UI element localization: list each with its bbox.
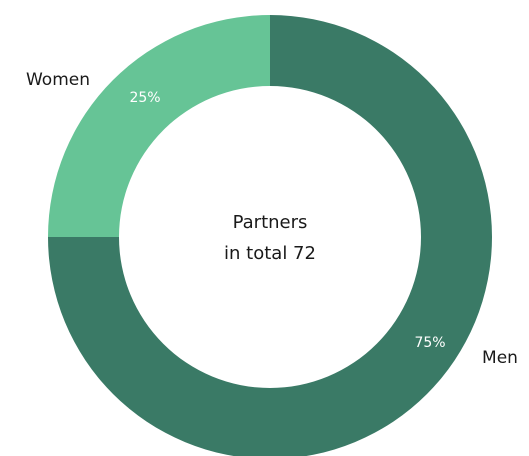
category-label: Women: [26, 70, 90, 90]
donut-segment: [48, 15, 492, 456]
donut-segment: [48, 15, 270, 237]
center-label: in total 72: [224, 243, 316, 264]
value-label: 75%: [414, 335, 445, 351]
center-label: Partners: [233, 212, 308, 233]
value-label: 25%: [129, 90, 160, 106]
category-label: Men: [482, 348, 518, 368]
